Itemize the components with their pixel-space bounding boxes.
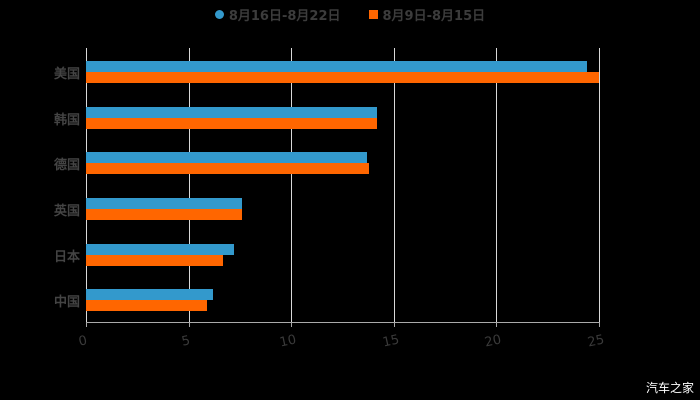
- x-tick-label: 0: [77, 333, 89, 350]
- category-label: 韩国: [53, 112, 80, 128]
- gridline: [188, 48, 190, 322]
- x-tick: [496, 322, 498, 327]
- bar-series-1[interactable]: [86, 152, 368, 164]
- x-tick: [599, 322, 600, 327]
- x-tick: [393, 322, 395, 327]
- x-axis-line: [86, 322, 600, 323]
- bar-series-1[interactable]: [86, 243, 234, 255]
- watermark: 汽车之家: [645, 381, 694, 395]
- plot-area: [86, 48, 600, 322]
- category-label: 美国: [53, 66, 80, 82]
- gridline: [86, 48, 87, 322]
- legend-label: 8月16日-8月22日: [228, 8, 341, 24]
- gridline: [393, 48, 395, 322]
- bar-series-2[interactable]: [86, 117, 378, 129]
- bar-series-2[interactable]: [86, 254, 224, 266]
- bar-series-1[interactable]: [86, 60, 587, 72]
- gridline: [291, 48, 293, 322]
- gridline: [599, 48, 600, 322]
- x-tick: [291, 322, 293, 327]
- category-label: 日本: [53, 249, 80, 265]
- bar-series-2[interactable]: [86, 71, 599, 83]
- legend-item-series-2[interactable]: 8月9日-8月15日: [368, 5, 486, 24]
- legend-swatch-square-icon: [368, 9, 378, 19]
- bar-series-2[interactable]: [86, 208, 242, 220]
- category-label: 中国: [53, 295, 80, 311]
- bar-series-1[interactable]: [86, 106, 378, 118]
- x-tick-label: 25: [586, 332, 606, 351]
- legend-swatch-circle-icon: [214, 9, 224, 19]
- bar-series-1[interactable]: [86, 197, 242, 209]
- x-tick: [188, 322, 190, 327]
- bar-series-1[interactable]: [86, 289, 214, 301]
- chart-legend: 8月16日-8月22日 8月9日-8月15日: [0, 5, 700, 24]
- x-tick-label: 10: [278, 332, 298, 351]
- bar-series-2[interactable]: [86, 163, 370, 175]
- x-tick-label: 15: [381, 332, 401, 351]
- legend-label: 8月9日-8月15日: [382, 8, 486, 24]
- category-label: 德国: [53, 158, 80, 174]
- gridline: [496, 48, 498, 322]
- x-tick-label: 5: [179, 333, 192, 350]
- category-label: 英国: [53, 203, 80, 219]
- legend-item-series-1[interactable]: 8月16日-8月22日: [214, 5, 341, 24]
- x-tick: [86, 322, 87, 327]
- x-tick-label: 20: [483, 332, 504, 351]
- bar-series-2[interactable]: [86, 300, 208, 312]
